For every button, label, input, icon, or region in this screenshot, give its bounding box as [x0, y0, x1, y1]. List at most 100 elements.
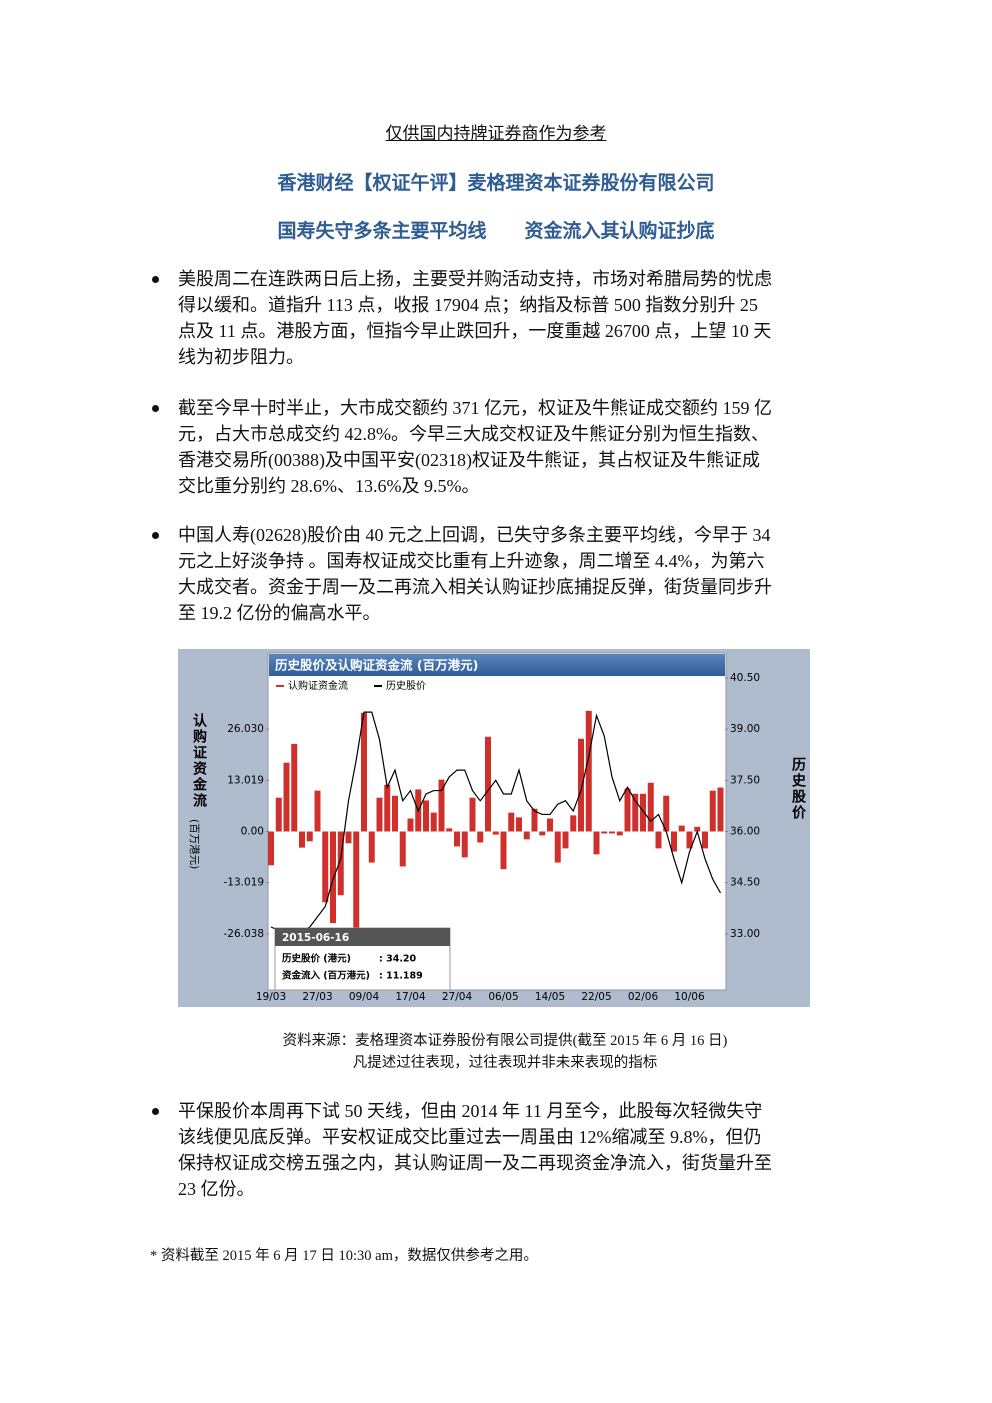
note: 仅供国内持牌证券商作为参考 — [0, 119, 992, 144]
bar — [454, 831, 460, 847]
tooltip-date: 2015-06-16 — [282, 932, 349, 944]
y2-tick-label: 40.50 — [730, 672, 760, 684]
x-tick-label: 14/05 — [535, 991, 565, 1003]
bar — [717, 787, 724, 832]
paragraph-line: 点及 11 点。港股方面，恒指今早止跌回升，一度重越 26700 点，上望 10… — [178, 321, 772, 341]
bar — [306, 831, 313, 842]
bar — [609, 831, 615, 834]
x-tick-label: 17/04 — [395, 991, 426, 1003]
bar — [291, 743, 298, 832]
y-tick-label: -13.019 — [223, 877, 264, 889]
bar — [632, 793, 639, 832]
bar — [337, 831, 344, 896]
bar — [361, 712, 367, 832]
bar — [585, 710, 592, 832]
bullet-dot — [152, 405, 159, 412]
chart: 历史股价及认购证资金流 (百万港元) 认购证资金流 (百万港元) 历史股价 26… — [178, 649, 810, 1007]
y2-tick-label: 37.50 — [730, 774, 760, 786]
paragraph-line: 元，占大市总成交约 42.8%。今早三大成交权证及牛熊证分别为恒生指数、 — [178, 424, 769, 444]
bar — [345, 831, 352, 844]
bar — [616, 831, 623, 836]
bar — [516, 817, 522, 832]
y-axis-label: 认购证资金流 — [191, 712, 208, 809]
y-tick-label: 13.019 — [227, 774, 264, 786]
paragraph-line: 得以缓和。道指升 113 点，收报 17904 点；纳指及标普 500 指数分别… — [178, 295, 758, 315]
paragraph-line: 香港交易所(00388)及中国平安(02318)权证及牛熊证，其占权证及牛熊证成 — [178, 450, 760, 470]
bar — [477, 831, 484, 843]
bar — [330, 831, 336, 924]
paragraph-line: 中国人寿(02628)股价由 40 元之上回调，已失守多条主要平均线，今早于 3… — [178, 525, 771, 545]
paragraph-line: 交比重分别约 28.6%、13.6%及 9.5%。 — [178, 476, 480, 496]
bar — [500, 831, 507, 870]
paragraph-line: 线为初步阻力。 — [178, 347, 304, 367]
paragraph-line: 大成交者。资金于周一及二再流入相关认购证抄底捕捉反弹，街货量同步升 — [178, 577, 772, 597]
bar — [593, 831, 600, 855]
y-tick-label: 0.00 — [241, 826, 264, 838]
bar — [438, 779, 445, 832]
bar — [446, 828, 453, 832]
legend-label: 认购证资金流 — [288, 679, 348, 692]
bar — [578, 738, 584, 832]
y-tick-label: -26.038 — [223, 928, 264, 940]
bar — [485, 736, 491, 832]
x-tick-label: 19/03 — [256, 991, 286, 1003]
bar — [508, 812, 515, 832]
y2-tick-label: 39.00 — [730, 723, 760, 735]
bar — [663, 795, 670, 832]
bar — [392, 795, 398, 832]
bar — [469, 797, 476, 832]
bar — [376, 797, 383, 832]
bullet-dot — [152, 276, 159, 283]
bar — [671, 831, 677, 852]
paragraph-line: 23 亿份。 — [178, 1179, 255, 1199]
y2-axis-label: 历史股价 — [790, 757, 806, 821]
bar — [570, 815, 577, 832]
bar — [624, 788, 631, 832]
bar — [539, 831, 546, 836]
price-line — [270, 711, 722, 935]
x-tick-label: 02/06 — [628, 991, 659, 1003]
bar — [554, 831, 561, 863]
bar — [640, 793, 646, 832]
x-tick-label: 09/04 — [349, 991, 380, 1003]
bar — [601, 831, 608, 834]
x-tick-label: 27/04 — [442, 991, 473, 1003]
title: 香港财经【权证午评】麦格理资本证券股份有限公司 — [277, 172, 715, 194]
bar — [368, 831, 375, 863]
paragraph-line: 截至今早十时半止，大市成交额约 371 亿元，权证及牛熊证成交额约 159 亿 — [178, 398, 772, 418]
bullet-dot — [152, 532, 159, 539]
tooltip: 2015-06-16 历史股价 (港元): 34.20 资金流入 (百万港元): 1… — [274, 927, 451, 991]
bar — [283, 762, 290, 832]
bar — [430, 812, 437, 832]
bar — [268, 831, 274, 866]
tooltip-label: 历史股价 (港元) — [282, 953, 351, 965]
y2-tick-label: 34.50 — [730, 877, 760, 889]
bar — [353, 831, 360, 931]
bar — [322, 831, 329, 903]
bar — [562, 831, 569, 849]
bar — [655, 831, 662, 849]
paragraph-line: 该线便见底反弹。平安权证成交比重过去一周虽由 12%缩减至 9.8%，但仍 — [178, 1127, 762, 1147]
bar — [423, 800, 429, 832]
bar — [407, 818, 414, 832]
bar — [399, 831, 406, 867]
bar — [461, 831, 468, 858]
plot: 26.030 13.019 0.00 -13.019 -26.038 40.50 39.00… — [223, 672, 760, 1003]
caption-line: 凡提述过往表现，过往表现并非未来表现的指标 — [352, 1055, 658, 1071]
bar — [523, 831, 530, 840]
legend-label: 历史股价 — [386, 680, 426, 692]
bar — [709, 790, 716, 832]
paragraph-line: 平保股价本周再下试 50 天线，但由 2014 年 11 月至今，此股每次轻微失… — [178, 1101, 763, 1121]
subtitle: 国寿失守多条主要平均线 资金流入其认购证抄底 — [277, 220, 715, 242]
tooltip-label: 资金流入 (百万港元) — [282, 970, 370, 982]
bullet-dot — [152, 1108, 159, 1115]
bar — [647, 782, 654, 832]
y-tick-label: 26.030 — [227, 723, 264, 735]
bar — [702, 831, 708, 849]
bar — [547, 818, 553, 832]
bar — [314, 790, 321, 832]
bar — [686, 831, 693, 849]
y2-tick-label: 33.00 — [730, 928, 760, 940]
y-axis-unit: (百万港元) — [188, 819, 200, 869]
